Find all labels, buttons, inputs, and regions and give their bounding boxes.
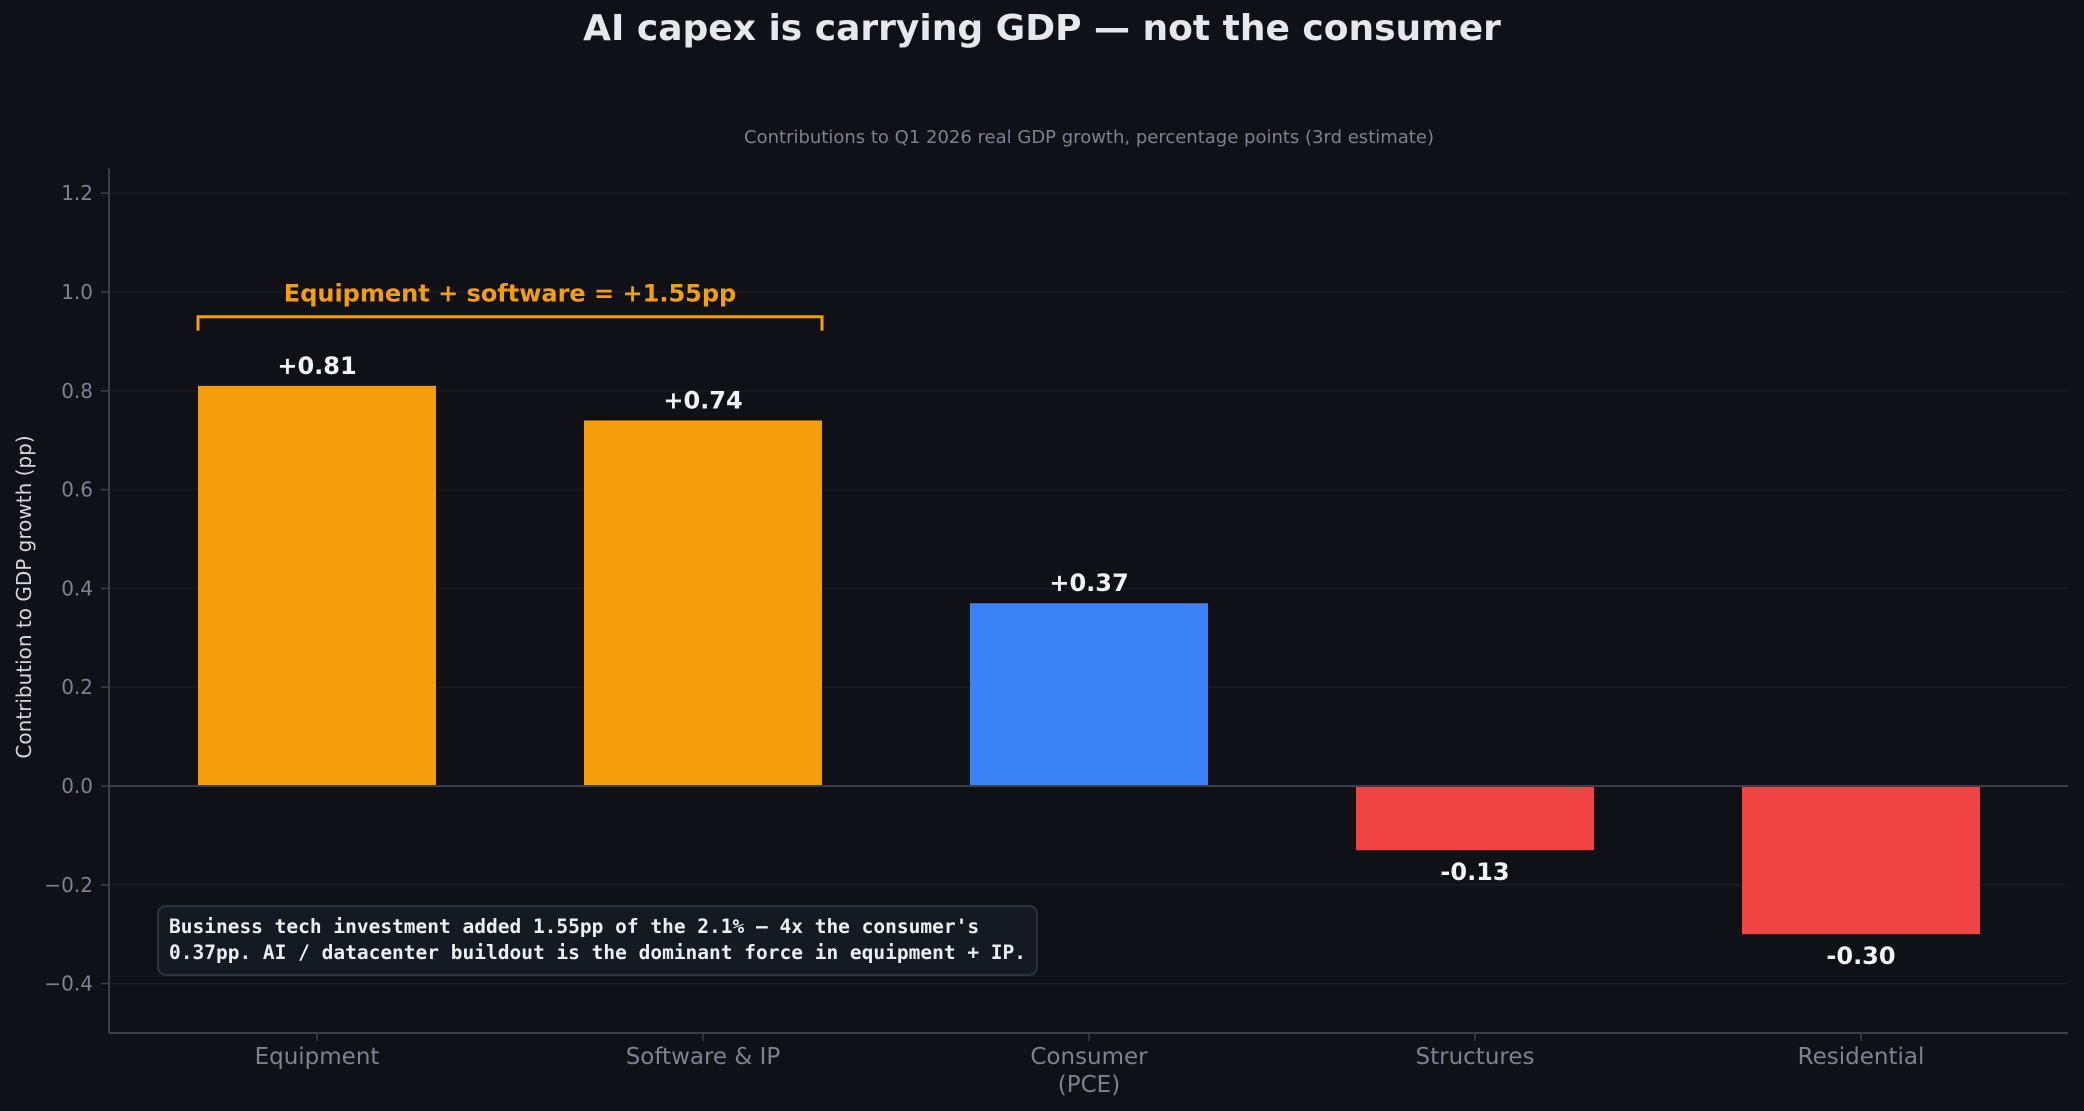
labels: −0.4 −0.2 0.0 0.2 0.4 0.6 0.8 1.0 1.2 Equipment So… — [44, 181, 1924, 1098]
annotations: Equipment + software = +1.55pp — [196, 280, 824, 331]
y-tick-label: 1.2 — [61, 181, 93, 205]
chart-title: AI capex is carrying GDP — not the consu… — [583, 8, 1501, 49]
bracket-line — [196, 315, 824, 331]
bracket-label: Equipment + software = +1.55pp — [284, 280, 736, 308]
note-box: Business tech investment added 1.55pp of… — [157, 905, 1039, 976]
data-label: +0.81 — [277, 352, 356, 380]
y-tick-label: 0.8 — [61, 379, 93, 403]
x-tick-label: Structures — [1416, 1044, 1535, 1070]
chart-subtitle: Contributions to Q1 2026 real GDP growth… — [744, 127, 1434, 148]
x-tick-label: Consumer (PCE) — [1030, 1044, 1148, 1098]
x-tick-label: Software & IP — [626, 1044, 781, 1070]
data-label: +0.74 — [663, 386, 742, 414]
y-tick-label: 0.4 — [61, 576, 93, 600]
x-tick-label: Equipment — [255, 1044, 380, 1070]
y-tick-label: 0.0 — [61, 774, 93, 798]
bar — [1742, 786, 1980, 935]
bar — [1356, 786, 1594, 851]
note-line-1: Business tech investment added 1.55pp of… — [169, 915, 980, 938]
y-tick-label: −0.4 — [44, 972, 93, 996]
bars — [198, 385, 1980, 935]
bar — [970, 603, 1208, 786]
y-tick-label: 0.6 — [61, 478, 93, 502]
y-tick-label: 0.2 — [61, 675, 93, 699]
axes — [101, 168, 2068, 1041]
data-label: +0.37 — [1049, 569, 1128, 597]
y-axis-label: Contribution to GDP growth (pp) — [12, 435, 36, 758]
note-line-2: 0.37pp. AI / datacenter buildout is the … — [169, 941, 1027, 964]
y-tick-label: −0.2 — [44, 873, 93, 897]
bar — [584, 420, 822, 786]
x-tick-label: Residential — [1798, 1044, 1925, 1070]
y-tick-label: 1.0 — [61, 280, 93, 304]
data-label: -0.13 — [1440, 858, 1509, 886]
bar — [198, 385, 436, 786]
data-label: -0.30 — [1826, 942, 1895, 970]
